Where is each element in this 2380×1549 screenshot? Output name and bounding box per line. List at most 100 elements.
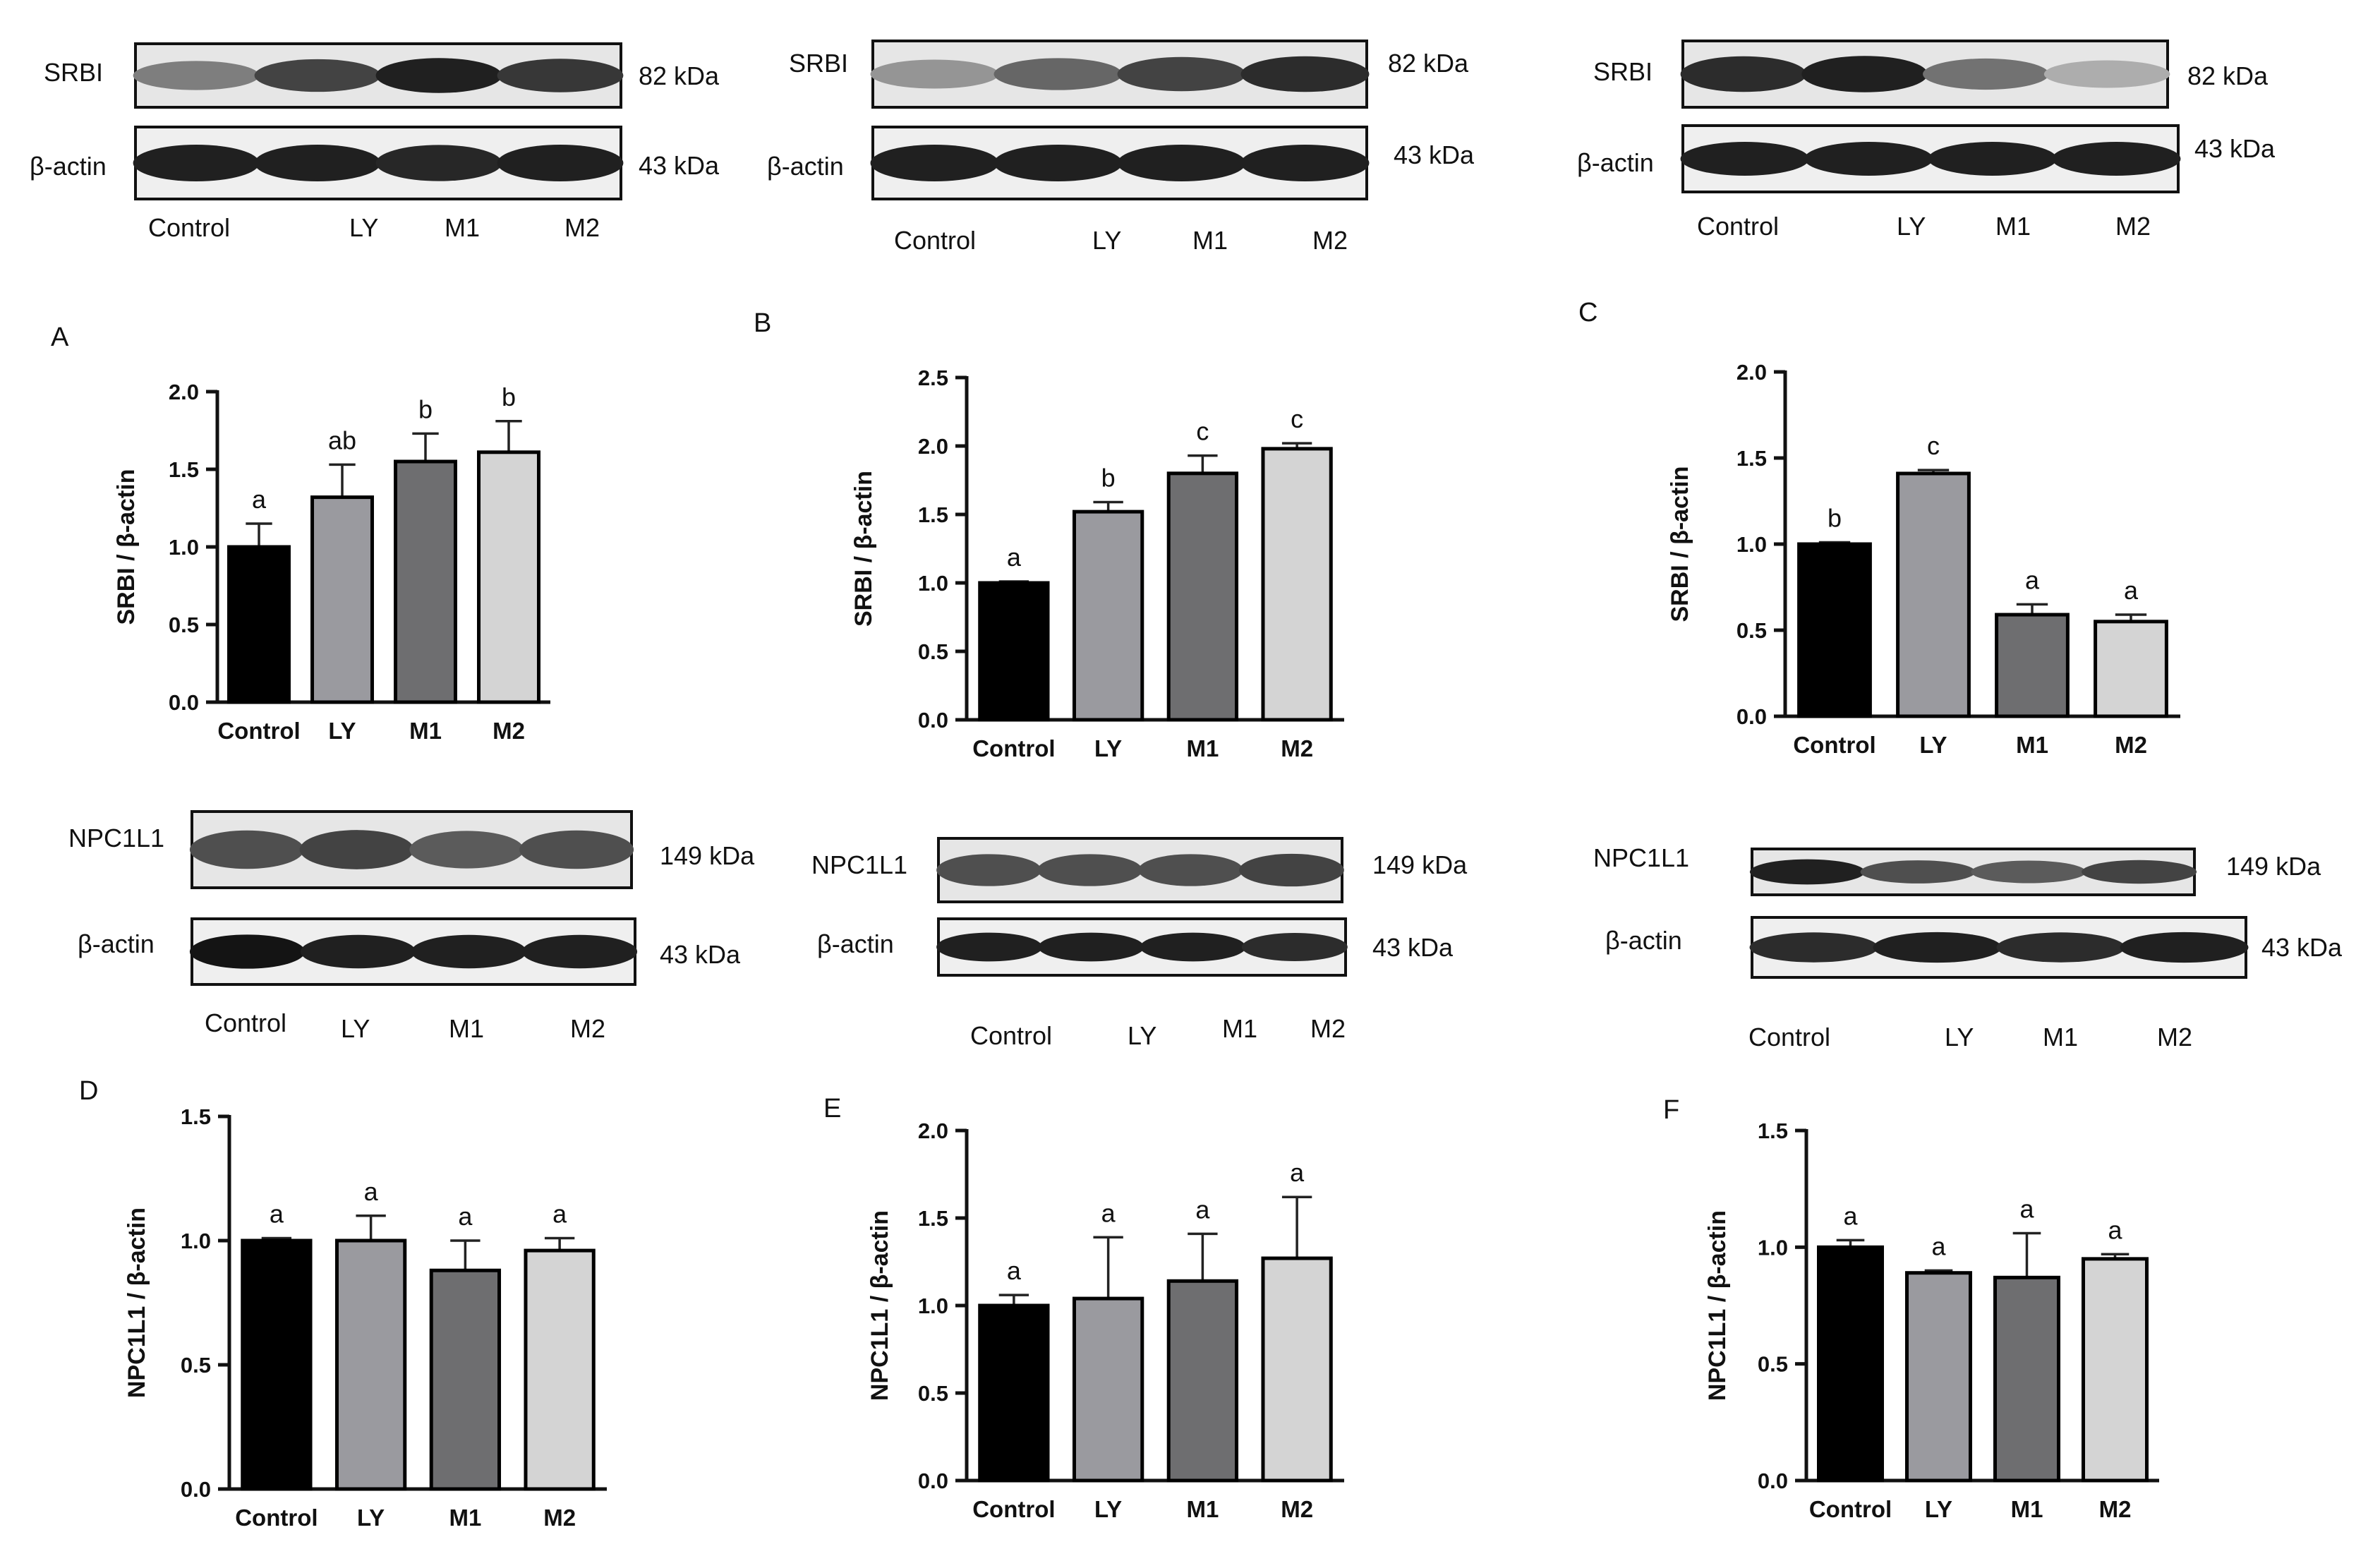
bar	[1896, 471, 1971, 718]
lane-label: Control	[1748, 1023, 1830, 1051]
bar	[1072, 1296, 1144, 1483]
target-band	[1971, 860, 2086, 884]
blot-panel: SRBI β-actin 82 kDa 43 kDa Control LY M1 M2	[767, 40, 1475, 255]
x-category-label: M2	[1281, 735, 1313, 761]
target-band	[409, 831, 524, 869]
blot-panel: SRBI β-actin 82 kDa 43 kDa Control LY M1 M2	[1577, 40, 2276, 241]
bar	[978, 581, 1050, 722]
y-tick-label: 0.0	[1736, 704, 1767, 729]
target-band	[299, 830, 414, 869]
x-category-label: Control	[235, 1505, 318, 1531]
target-band	[254, 59, 381, 92]
y-tick-label: 0.0	[181, 1477, 211, 1502]
significance-letter: a	[1007, 1256, 1022, 1285]
lane-label: M1	[1222, 1014, 1257, 1043]
y-tick-label: 1.5	[169, 457, 199, 482]
lane-label: Control	[970, 1021, 1052, 1050]
x-category-label: Control	[972, 1496, 1055, 1522]
significance-letter: ab	[328, 426, 356, 454]
control-band	[1117, 145, 1246, 181]
bar	[334, 1238, 407, 1491]
y-tick-label: 1.5	[918, 502, 948, 527]
y-tick-label: 0.0	[918, 1469, 948, 1493]
significance-letter: a	[2025, 565, 2040, 594]
chart-panel: D 0.0 0.5 1.0 1.5 NPC1L1 / β-actin a Control a LY…	[79, 1076, 607, 1531]
target-band	[497, 59, 624, 92]
control-band	[189, 934, 306, 969]
target-protein-label: NPC1L1	[68, 824, 164, 852]
significance-letter: a	[458, 1202, 473, 1231]
lane-label: M2	[2157, 1023, 2192, 1051]
target-band	[1923, 58, 2049, 90]
control-band	[993, 145, 1123, 181]
panel-letter: C	[1578, 298, 1597, 327]
control-band	[1996, 932, 2125, 963]
bar	[1817, 1245, 1884, 1483]
target-band	[189, 830, 304, 869]
panel-letter: E	[823, 1094, 841, 1123]
target-kda-label: 149 kDa	[1372, 850, 1468, 879]
lane-label: M2	[2115, 212, 2151, 241]
bar	[1072, 510, 1144, 722]
target-kda-label: 82 kDa	[1388, 49, 1469, 78]
y-tick-label: 0.0	[1758, 1469, 1788, 1493]
x-category-label: M2	[493, 718, 525, 744]
bar	[1166, 1279, 1239, 1483]
significance-letter: a	[1843, 1201, 1858, 1230]
control-band	[300, 934, 416, 969]
y-tick-label: 1.0	[918, 571, 948, 596]
control-band	[1749, 932, 1878, 963]
x-category-label: Control	[217, 718, 300, 744]
blot-panel: NPC1L1 β-actin 149 kDa 43 kDa Control LY M1 M2	[1593, 843, 2343, 1051]
y-axis-title: NPC1L1 / β-actin	[123, 1207, 150, 1398]
control-band	[1804, 142, 1933, 176]
y-tick-label: 1.0	[1758, 1235, 1788, 1260]
target-band	[1037, 854, 1142, 886]
significance-letter: a	[270, 1199, 284, 1228]
bar	[1166, 471, 1239, 722]
panel-letter: B	[754, 308, 771, 338]
target-band	[1749, 859, 1865, 885]
bar	[227, 545, 291, 704]
y-axis-title: NPC1L1 / β-actin	[866, 1210, 893, 1401]
lane-label: M1	[2043, 1023, 2078, 1051]
x-category-label: M1	[2011, 1496, 2043, 1522]
x-category-label: Control	[972, 735, 1055, 761]
loading-control-label: β-actin	[817, 929, 894, 958]
bar	[1261, 1256, 1333, 1483]
control-kda-label: 43 kDa	[639, 151, 720, 180]
y-tick-label: 1.0	[1736, 532, 1767, 557]
control-band	[1240, 145, 1370, 181]
control-kda-label: 43 kDa	[2261, 933, 2343, 962]
bar	[477, 450, 540, 704]
x-category-label: M2	[2115, 732, 2147, 758]
blot-panel: NPC1L1 β-actin 149 kDa 43 kDa Control LY M1 M2	[811, 837, 1468, 1050]
y-axis-title: SRBI / β-actin	[1667, 466, 1693, 622]
lane-label: M2	[1312, 226, 1348, 255]
significance-letter: b	[1101, 464, 1116, 493]
control-kda-label: 43 kDa	[2194, 134, 2276, 163]
target-band	[133, 61, 260, 90]
lane-label: Control	[205, 1008, 286, 1037]
target-band	[1860, 860, 1976, 884]
lane-label: M2	[1310, 1014, 1346, 1043]
target-band	[870, 59, 999, 89]
y-axis-title: SRBI / β-actin	[113, 469, 140, 625]
x-category-label: LY	[1925, 1496, 1952, 1522]
bar	[2082, 1257, 2149, 1483]
y-tick-label: 2.0	[1736, 360, 1767, 385]
significance-letter: b	[1828, 504, 1842, 533]
significance-letter: a	[1101, 1198, 1116, 1227]
control-band	[936, 932, 1043, 962]
bar	[1905, 1271, 1972, 1483]
target-band	[993, 58, 1123, 90]
target-band	[936, 854, 1041, 886]
target-band	[1801, 56, 1928, 92]
control-band	[411, 934, 527, 969]
panel-letter: F	[1663, 1095, 1679, 1125]
loading-control-label: β-actin	[30, 152, 107, 181]
x-category-label: M1	[449, 1505, 481, 1531]
